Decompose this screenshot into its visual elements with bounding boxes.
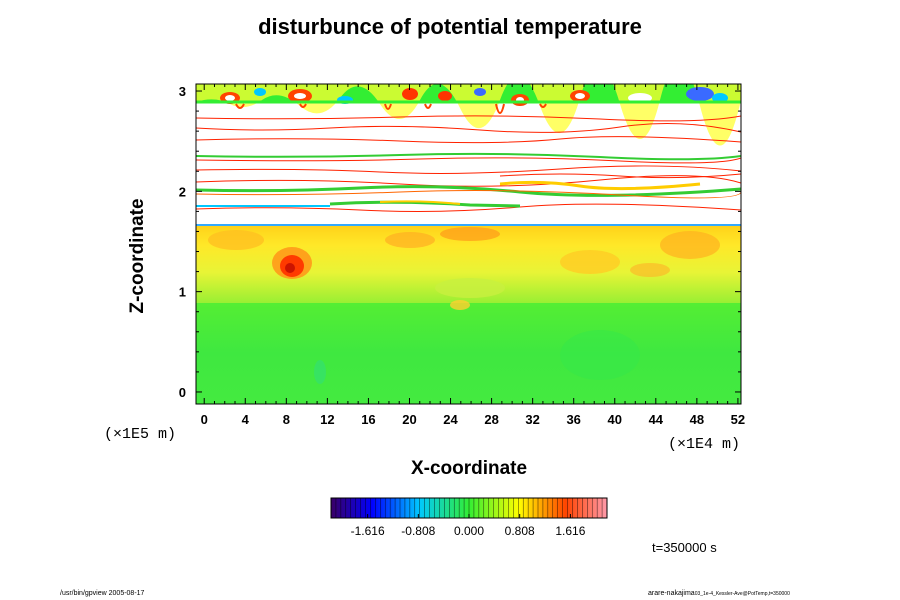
field-blob (435, 278, 505, 298)
z-tick-label: 2 (179, 184, 186, 199)
z-axis-ticks: 0 1 2 3 (179, 84, 741, 400)
field-blob (630, 263, 670, 277)
x-tick-label: 36 (566, 412, 580, 427)
field-blob (314, 360, 326, 384)
colorbar-tick-label: 0.000 (454, 524, 484, 538)
colorbar-tick-label: 0.808 (505, 524, 535, 538)
field-blob (660, 231, 720, 259)
x-tick-label: 16 (361, 412, 375, 427)
field-blob (560, 250, 620, 274)
colorbar-tick-label: -0.808 (401, 524, 435, 538)
field-blob (450, 300, 470, 310)
x-axis-ticks: 0 4 8 12 16 20 24 28 32 36 40 44 48 52 (201, 84, 745, 427)
x-tick-label: 24 (443, 412, 458, 427)
x-scale-label: (×1E4 m) (668, 436, 741, 453)
field-layers (196, 84, 741, 404)
x-tick-label: 12 (320, 412, 334, 427)
z-tick-label: 3 (179, 84, 186, 99)
time-label: t=350000 s (652, 540, 717, 555)
field-blob (385, 232, 435, 248)
plot-frame (195, 83, 742, 405)
footer-right-main: arare-nakajima (648, 590, 695, 597)
x-tick-label: 44 (649, 412, 664, 427)
footer-right: arare-nakajima03_1e-4_Kessler-Ave@PotTem… (648, 590, 790, 597)
x-tick-label: 32 (525, 412, 539, 427)
z-tick-label: 1 (179, 285, 186, 300)
field-lower-layer (196, 302, 741, 404)
chart-title: disturbunce of potential temperature (258, 14, 642, 39)
z-axis-label: Z-coordinate (127, 198, 148, 314)
x-tick-label: 20 (402, 412, 416, 427)
x-tick-label: 28 (484, 412, 498, 427)
x-tick-label: 8 (283, 412, 290, 427)
colorbar-tick-label: 1.616 (555, 524, 585, 538)
x-axis-label: X-coordinate (410, 458, 528, 479)
colorbar-ticks: -1.616 -0.808 0.000 0.808 1.616 (351, 514, 586, 538)
layer-boundary (196, 224, 741, 226)
field-blob (560, 330, 640, 380)
z-tick-label: 0 (179, 385, 186, 400)
footer-right-sub: 03_1e-4_Kessler-Ave@PotTemp,t=350000 (694, 591, 790, 597)
x-tick-label: 48 (690, 412, 704, 427)
field-blob (208, 230, 264, 250)
field-blob (285, 263, 295, 273)
x-tick-label: 52 (731, 412, 745, 427)
x-tick-label: 4 (242, 412, 250, 427)
z-scale-label: (×1E5 m) (104, 426, 177, 443)
x-tick-label: 0 (201, 412, 208, 427)
x-tick-label: 40 (608, 412, 622, 427)
footer-left: /usr/bin/gpview 2005-08-17 (60, 590, 145, 597)
colorbar-tick-label: -1.616 (351, 524, 385, 538)
field-blob (440, 227, 500, 241)
colorbar-tick-lines (335, 498, 603, 518)
